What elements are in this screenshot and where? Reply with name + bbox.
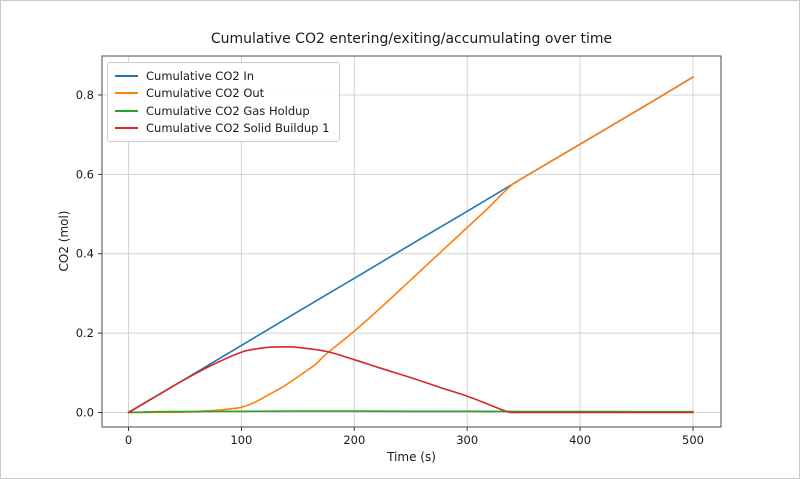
legend-label: Cumulative CO2 Out <box>146 86 265 101</box>
y-tick-label: 0.4 <box>76 247 94 261</box>
series-line-cumulative-co2-gas-holdup <box>127 410 694 414</box>
x-tick-label: 0 <box>125 433 132 447</box>
series-line-cumulative-co2-solid-buildup-1 <box>127 345 694 414</box>
x-tick-label: 500 <box>682 433 704 447</box>
legend-swatch-line <box>115 109 138 112</box>
x-tick-label: 200 <box>343 433 365 447</box>
y-tick-label: 0.2 <box>76 326 94 340</box>
legend-label: Cumulative CO2 Gas Holdup <box>146 103 310 118</box>
legend-item: Cumulative CO2 Out <box>115 85 329 103</box>
series-line-cumulative-co2-out <box>127 76 694 414</box>
legend-item: Cumulative CO2 In <box>115 67 329 85</box>
x-axis-label: Time (s) <box>387 450 436 464</box>
x-tick-label: 300 <box>456 433 478 447</box>
chart-title: Cumulative CO2 entering/exiting/accumula… <box>210 31 613 47</box>
legend-swatch-line <box>115 127 138 130</box>
legend-label: Cumulative CO2 In <box>146 68 255 83</box>
legend-swatch-line <box>115 92 138 95</box>
legend: Cumulative CO2 In Cumulative CO2 Out Cumul… <box>107 62 341 142</box>
x-tick-label: 400 <box>569 433 591 447</box>
y-tick-label: 0.6 <box>76 167 94 181</box>
legend-swatch-line <box>115 74 138 77</box>
plot-frame <box>101 55 722 428</box>
y-tick-label: 0.0 <box>76 406 94 420</box>
legend-label: Cumulative CO2 Solid Buildup 1 <box>146 121 330 136</box>
legend-item: Cumulative CO2 Solid Buildup 1 <box>115 120 329 138</box>
x-tick-label: 100 <box>230 433 252 447</box>
y-tick-label: 0.8 <box>76 88 94 102</box>
legend-item: Cumulative CO2 Gas Holdup <box>115 102 329 120</box>
y-axis-label: CO2 (mol) <box>57 210 71 272</box>
